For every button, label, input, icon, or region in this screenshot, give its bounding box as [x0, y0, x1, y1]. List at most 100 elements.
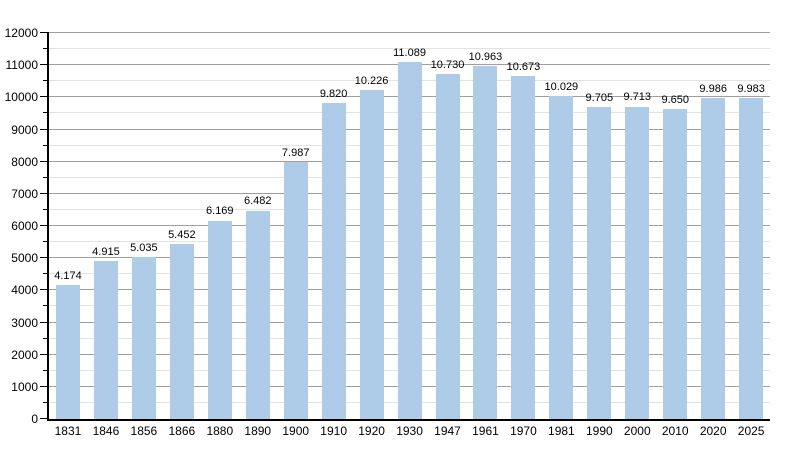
bar-cell: 10.029	[542, 33, 580, 419]
y-axis-tick	[43, 337, 47, 339]
x-tick-label: 1910	[320, 424, 347, 438]
bar	[549, 96, 574, 419]
bar	[131, 257, 156, 419]
y-axis-tick	[40, 192, 47, 194]
y-axis-tick	[43, 144, 47, 146]
y-axis-tick	[43, 273, 47, 275]
gridline	[49, 32, 770, 33]
x-tick-label: 1846	[92, 424, 120, 438]
y-tick-label: 0	[31, 412, 38, 426]
bar	[55, 284, 80, 419]
bars: 4.174 4.915 5.035 5.452 6.169 6.482 7.987 9.820…	[49, 33, 770, 419]
bar-cell: 9.986	[694, 33, 732, 419]
y-tick-label: 5000	[11, 251, 38, 266]
x-tick-label: 1970	[510, 424, 537, 438]
y-axis-tick	[40, 418, 47, 419]
x-tick-label: 2025	[737, 424, 765, 438]
x-tick-label: 1890	[244, 424, 272, 438]
bar-cell: 6.482	[239, 33, 277, 419]
bar	[663, 108, 688, 419]
y-axis-tick	[40, 353, 47, 355]
bar-value-label: 7.987	[281, 147, 310, 159]
bar-value-label: 9.713	[623, 91, 652, 104]
bar-cell: 7.987	[277, 33, 315, 419]
y-axis-labels: 0 1000 2000 3000 4000 5000 6000 7000 8000 9000 100…	[0, 27, 38, 425]
bar-value-label: 6.482	[243, 195, 272, 208]
y-tick-label: 3000	[11, 315, 38, 330]
y-axis-tick	[40, 32, 47, 33]
bar-value-label: 5.452	[168, 228, 196, 241]
bar-value-label: 10.730	[430, 58, 465, 71]
x-tick-label: 1981	[548, 424, 575, 438]
bar-value-label: 11.089	[393, 47, 426, 60]
y-axis-tick	[43, 305, 47, 307]
bar-cell: 5.452	[163, 33, 201, 419]
x-tick-label: 1866	[168, 424, 196, 438]
bar-value-label: 9.705	[585, 91, 614, 104]
y-axis-tick	[43, 80, 47, 82]
bar-value-label: 5.035	[130, 241, 158, 254]
bar-value-label: 10.226	[354, 74, 389, 87]
bar	[587, 106, 612, 419]
y-tick-label: 2000	[11, 347, 38, 362]
bar-cell: 9.983	[732, 33, 770, 419]
x-tick-label: 1900	[282, 424, 310, 438]
y-axis-tick	[40, 128, 47, 130]
bar	[359, 90, 384, 419]
y-axis-tick	[43, 369, 47, 371]
y-axis-tick	[40, 160, 47, 162]
x-tick-label: 1920	[358, 424, 385, 438]
bar	[397, 62, 422, 419]
y-axis	[47, 32, 49, 420]
bar	[701, 97, 726, 419]
y-axis-tick	[43, 48, 47, 50]
gridline	[49, 48, 770, 50]
bar-cell: 10.673	[504, 33, 542, 419]
x-tick-label: 1990	[585, 424, 613, 438]
bar-value-label: 9.650	[661, 93, 689, 106]
bar-value-label: 9.983	[737, 82, 765, 95]
bar-cell: 4.174	[49, 33, 87, 419]
bar-cell: 9.820	[315, 33, 353, 419]
bar	[245, 210, 270, 419]
bar-value-label: 9.986	[699, 82, 727, 95]
bar	[283, 162, 308, 419]
bar-value-label: 6.169	[206, 205, 234, 218]
y-axis-tick	[43, 112, 47, 114]
y-tick-label: 1000	[11, 379, 38, 394]
bar	[207, 220, 232, 419]
x-tick-label: 1880	[206, 424, 234, 438]
bar-cell: 10.963	[466, 33, 504, 419]
bar-cell: 9.713	[618, 33, 656, 419]
y-axis-tick	[43, 241, 47, 243]
y-tick-label: 4000	[11, 283, 38, 298]
y-axis-tick	[40, 321, 47, 323]
x-tick-label: 1831	[54, 424, 82, 438]
y-axis-tick	[40, 257, 47, 259]
y-axis-tick	[43, 208, 47, 210]
bar-cell: 9.705	[580, 33, 618, 419]
bar	[511, 75, 536, 419]
bar	[435, 73, 460, 419]
y-tick-label: 6000	[11, 219, 38, 233]
bar-value-label: 9.820	[319, 88, 348, 101]
bar-cell: 4.915	[87, 33, 125, 419]
bar-cell: 6.169	[201, 33, 239, 419]
y-axis-tick	[40, 289, 47, 291]
x-tick-label: 1947	[434, 424, 461, 438]
x-tick-label: 2020	[699, 424, 727, 438]
bar-cell: 9.650	[656, 33, 694, 419]
bar-value-label: 4.174	[54, 269, 82, 282]
bar-value-label: 10.673	[506, 60, 541, 73]
y-tick-label: 7000	[11, 186, 38, 201]
y-axis-tick	[43, 176, 47, 178]
x-tick-label: 2010	[661, 424, 689, 438]
y-axis-tick	[40, 225, 47, 226]
bar-value-label: 10.963	[468, 51, 503, 64]
y-tick-label: 11000	[5, 58, 38, 73]
x-axis-labels: 1831 1846 1856 1866 1880 1890 1900 1910 1920 1930…	[49, 424, 770, 438]
y-axis-tick	[43, 401, 47, 403]
bar	[169, 243, 194, 419]
bar	[473, 66, 498, 419]
